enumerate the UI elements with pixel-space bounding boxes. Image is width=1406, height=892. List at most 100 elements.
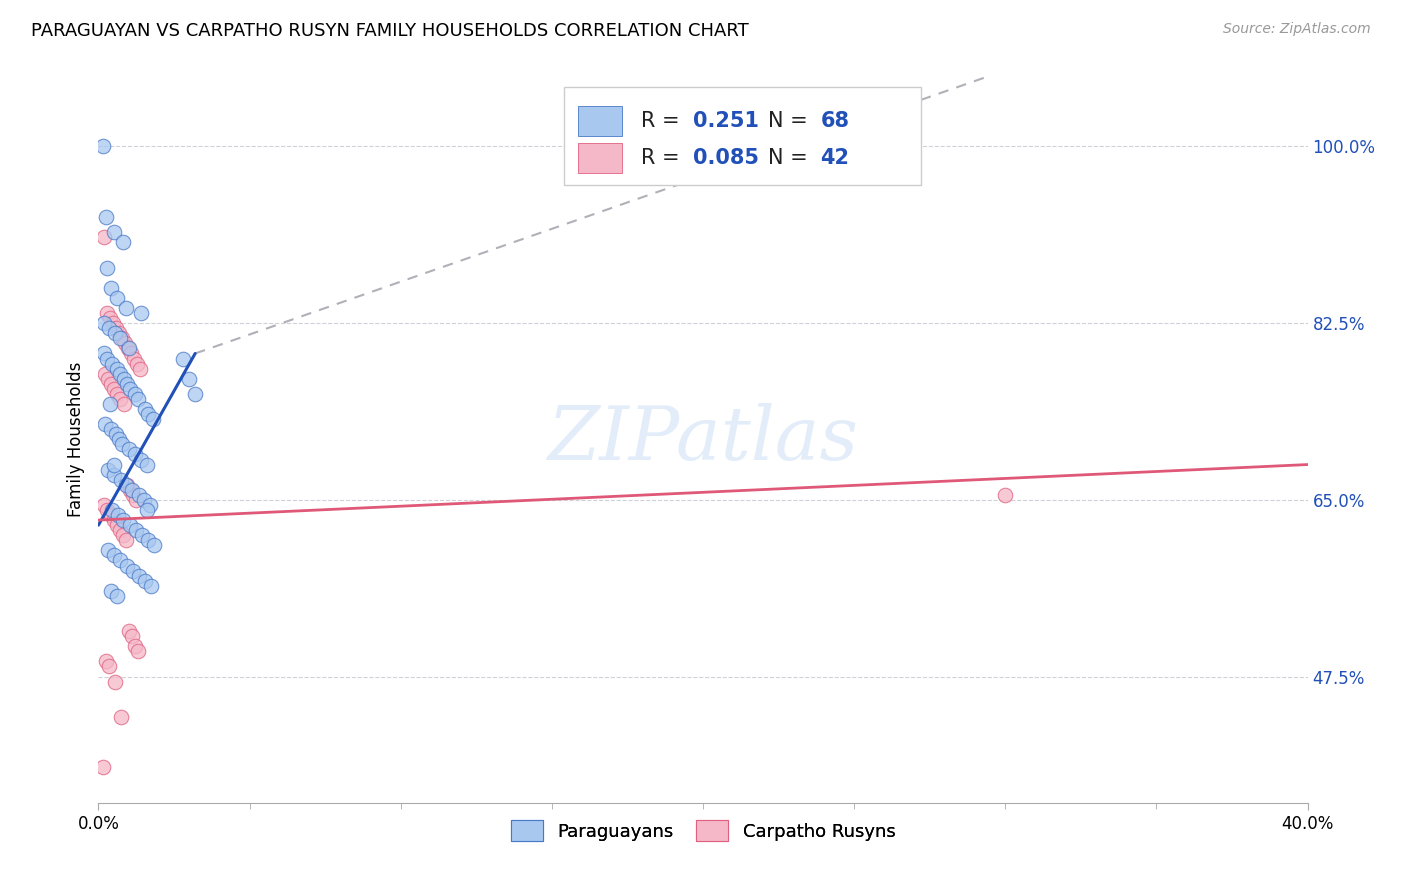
Carpatho Rusyns <box>108 326 131 341</box>
Carpatho Rusyns <box>118 624 141 639</box>
Text: R =: R = <box>641 148 686 168</box>
Text: N =: N = <box>768 111 814 131</box>
Carpatho Rusyns <box>117 342 139 356</box>
Paraguayans <box>128 488 150 502</box>
Paraguayans <box>118 342 141 356</box>
FancyBboxPatch shape <box>578 143 621 173</box>
Paraguayans <box>96 351 118 366</box>
Carpatho Rusyns <box>129 361 152 376</box>
Paraguayans <box>108 433 131 447</box>
Paraguayans <box>136 533 159 548</box>
Carpatho Rusyns <box>103 382 125 396</box>
Paraguayans <box>108 367 131 381</box>
Carpatho Rusyns <box>93 498 115 512</box>
Y-axis label: Family Households: Family Households <box>67 361 86 517</box>
Paraguayans <box>94 417 117 432</box>
Carpatho Rusyns <box>114 336 136 351</box>
Paraguayans <box>100 503 122 517</box>
Paraguayans <box>111 235 134 250</box>
Carpatho Rusyns <box>104 674 127 689</box>
FancyBboxPatch shape <box>578 105 621 136</box>
Carpatho Rusyns <box>120 346 142 360</box>
Carpatho Rusyns <box>108 523 131 537</box>
Paraguayans <box>97 543 120 558</box>
Paraguayans <box>107 508 129 522</box>
Carpatho Rusyns <box>110 710 132 724</box>
Paraguayans <box>124 447 146 461</box>
Paraguayans <box>134 402 156 417</box>
Carpatho Rusyns <box>104 321 127 335</box>
Paraguayans <box>142 412 165 426</box>
Paraguayans <box>115 558 138 573</box>
Paraguayans <box>110 553 132 567</box>
Paraguayans <box>128 568 150 582</box>
Paraguayans <box>115 477 138 491</box>
Carpatho Rusyns <box>100 508 122 522</box>
Carpatho Rusyns <box>124 640 146 654</box>
Paraguayans <box>125 523 148 537</box>
Paraguayans <box>179 372 201 386</box>
Carpatho Rusyns <box>96 306 118 320</box>
Carpatho Rusyns <box>111 528 134 542</box>
Paraguayans <box>112 513 135 527</box>
Legend: Paraguayans, Carpatho Rusyns: Paraguayans, Carpatho Rusyns <box>503 813 903 848</box>
Paraguayans <box>96 260 118 275</box>
Paraguayans <box>118 518 141 533</box>
Carpatho Rusyns <box>107 387 129 401</box>
Paraguayans <box>105 291 128 305</box>
Carpatho Rusyns <box>97 372 120 386</box>
Carpatho Rusyns <box>112 397 135 411</box>
Paraguayans <box>124 387 146 401</box>
Paraguayans <box>93 346 115 360</box>
Paraguayans <box>172 351 194 366</box>
Carpatho Rusyns <box>110 392 132 406</box>
Paraguayans <box>104 427 127 442</box>
Carpatho Rusyns <box>115 477 138 491</box>
Carpatho Rusyns <box>101 316 124 330</box>
Paraguayans <box>103 225 125 239</box>
Text: 0.085: 0.085 <box>693 148 759 168</box>
Paraguayans <box>100 281 122 295</box>
Carpatho Rusyns <box>114 533 136 548</box>
Paraguayans <box>143 538 166 552</box>
Paraguayans <box>98 321 121 335</box>
Paraguayans <box>103 458 125 472</box>
Text: N =: N = <box>768 148 814 168</box>
Text: R =: R = <box>641 111 686 131</box>
Paraguayans <box>94 210 117 224</box>
FancyBboxPatch shape <box>564 87 921 185</box>
Paraguayans <box>139 579 162 593</box>
Paraguayans <box>105 361 128 376</box>
Paraguayans <box>136 407 159 421</box>
Carpatho Rusyns <box>98 659 121 673</box>
Text: Source: ZipAtlas.com: Source: ZipAtlas.com <box>1223 22 1371 37</box>
Paraguayans <box>121 564 143 578</box>
Carpatho Rusyns <box>111 331 134 345</box>
Paraguayans <box>103 549 125 563</box>
Carpatho Rusyns <box>98 311 121 326</box>
Paraguayans <box>111 437 134 451</box>
Paraguayans <box>100 583 122 598</box>
Carpatho Rusyns <box>124 492 146 507</box>
Paraguayans <box>115 376 138 391</box>
Carpatho Rusyns <box>121 629 143 643</box>
Text: PARAGUAYAN VS CARPATHO RUSYN FAMILY HOUSEHOLDS CORRELATION CHART: PARAGUAYAN VS CARPATHO RUSYN FAMILY HOUS… <box>31 22 748 40</box>
Carpatho Rusyns <box>96 503 118 517</box>
Paraguayans <box>131 528 153 542</box>
Paraguayans <box>107 589 129 603</box>
Paraguayans <box>112 372 135 386</box>
Paraguayans <box>91 139 114 153</box>
Paraguayans <box>139 498 162 512</box>
Paraguayans <box>93 316 115 330</box>
Carpatho Rusyns <box>118 483 141 497</box>
Paraguayans <box>110 473 132 487</box>
Carpatho Rusyns <box>91 760 114 774</box>
Paraguayans <box>120 382 142 396</box>
Paraguayans <box>101 357 124 371</box>
Paraguayans <box>121 483 143 497</box>
Text: 68: 68 <box>820 111 849 131</box>
Paraguayans <box>108 331 131 345</box>
Carpatho Rusyns <box>94 367 117 381</box>
Carpatho Rusyns <box>94 655 117 669</box>
Paraguayans <box>134 574 156 588</box>
